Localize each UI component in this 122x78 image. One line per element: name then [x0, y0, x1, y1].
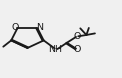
Text: O: O	[74, 32, 81, 41]
Text: O: O	[11, 23, 19, 32]
Text: NH: NH	[48, 45, 62, 54]
Text: N: N	[36, 23, 43, 32]
Text: O: O	[74, 45, 81, 54]
